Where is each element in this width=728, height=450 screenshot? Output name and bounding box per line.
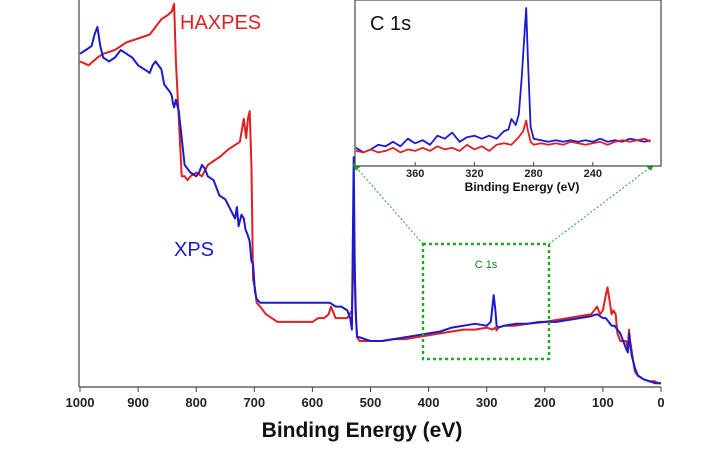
main-x-tick-label: 500 [360,395,382,410]
inset-series-xps-line [355,7,651,154]
c1s-zoom-label: C 1s [475,259,498,271]
main-x-tick-label: 200 [534,395,556,410]
main-x-tick-label: 700 [243,395,265,410]
main-x-axis-label: Binding Energy (eV) [262,419,463,442]
main-x-tick-label: 800 [185,395,207,410]
inset-connectors [352,163,655,245]
connector-left [354,165,424,245]
main-plot: 1000 900 800 700 600 500 400 300 200 100 0 Binding… [66,0,665,442]
main-series-xps-line [79,26,661,385]
inset-title: C 1s [370,13,411,35]
inset-x-tick-label: 280 [524,168,542,180]
main-x-tick-label: 100 [592,395,614,410]
inset-plot: C 1s 360 320 280 240 Binding Energy (eV) [354,0,662,194]
main-x-tick-label: 400 [418,395,440,410]
c1s-zoom-box: C 1s [421,242,551,361]
connector-right [548,165,653,245]
inset-series-haxpes-line [355,119,651,154]
connector-left-arrowhead [352,163,361,171]
inset-x-tick-label: 320 [465,168,483,180]
main-x-tick-label: 900 [127,395,149,410]
inset-series-lines [355,7,651,154]
main-x-tick-label: 300 [476,395,498,410]
main-series-lines [79,3,661,385]
main-x-ticks: 1000 900 800 700 600 500 400 300 200 100 0 [66,387,665,410]
haxpes-series-label: HAXPES [180,12,261,34]
inset-x-tick-label: 360 [406,168,424,180]
c1s-zoom-rect [421,242,551,361]
inset-frame [354,0,662,167]
main-x-tick-label: 0 [657,395,664,410]
inset-x-axis-label: Binding Energy (eV) [465,180,580,194]
inset-x-tick-label: 240 [584,168,602,180]
inset-x-ticks: 360 320 280 240 [406,162,602,180]
xps-series-label: XPS [174,239,214,261]
main-x-tick-label: 600 [302,395,324,410]
main-x-tick-label: 1000 [66,395,95,410]
